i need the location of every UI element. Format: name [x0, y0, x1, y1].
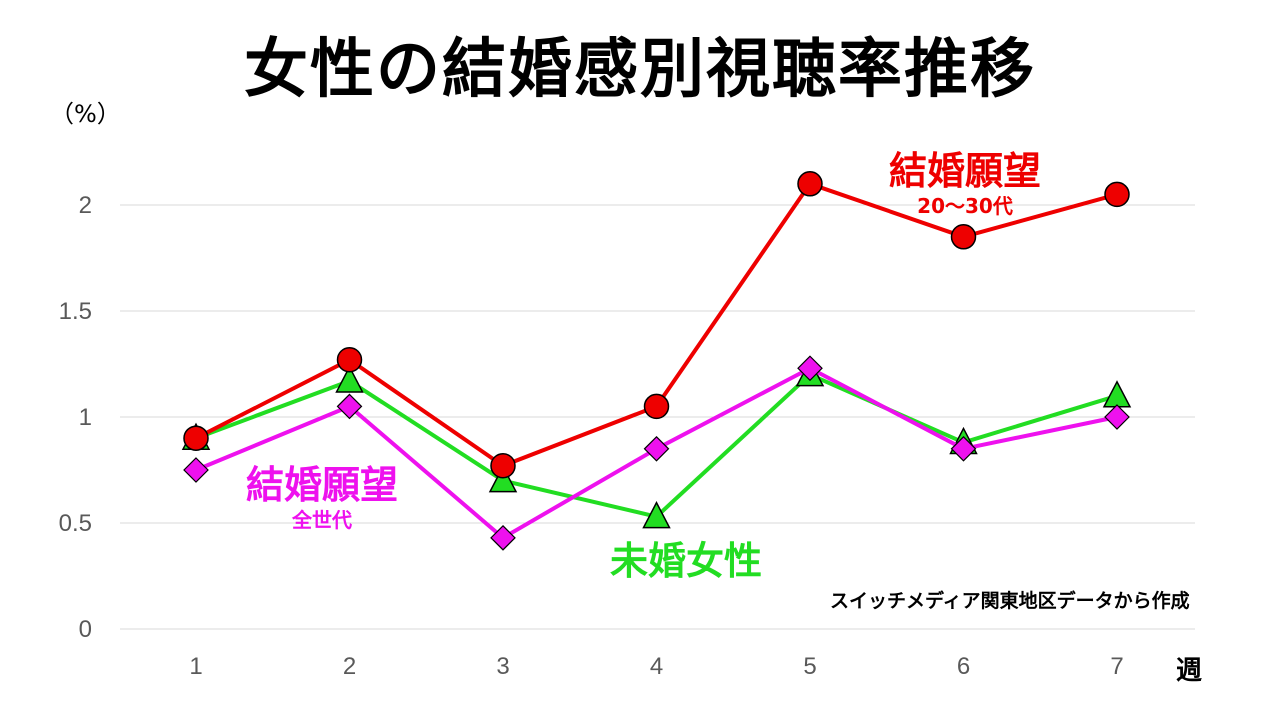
- x-tick-label: 4: [650, 653, 663, 680]
- data-point-magenta: [1104, 404, 1130, 430]
- data-point-magenta: [336, 393, 363, 420]
- series-label-magenta: 結婚願望 全世代: [232, 462, 412, 532]
- data-point-red: [490, 453, 516, 479]
- data-point-red: [183, 425, 209, 451]
- x-axis-ticks: 1 2 3 4 5 6 7: [189, 653, 1123, 680]
- data-point-red: [950, 224, 977, 250]
- x-tick-label: 7: [1110, 653, 1123, 680]
- data-point-green: [335, 365, 364, 393]
- series-label-green-name: 未婚女性: [609, 539, 762, 583]
- y-axis-unit-label: （%）: [50, 100, 121, 128]
- y-tick-label: 0: [79, 616, 92, 643]
- data-point-green: [1102, 380, 1132, 408]
- source-note: スイッチメディア関東地区データから作成: [830, 590, 1190, 612]
- x-tick-label: 5: [803, 653, 816, 680]
- data-point-red: [797, 171, 823, 197]
- y-axis-ticks: 0 0.5 1 1.5 2: [59, 192, 92, 643]
- y-tick-label: 0.5: [59, 510, 92, 537]
- series-magenta-marriage-all: [183, 355, 1130, 551]
- series-red-marriage-20-30s: [183, 171, 1130, 479]
- data-point-green: [642, 501, 671, 529]
- x-tick-label: 2: [343, 653, 356, 680]
- series-label-magenta-name: 結婚願望: [245, 463, 398, 507]
- y-tick-label: 1: [79, 404, 92, 431]
- data-point-magenta: [950, 435, 977, 462]
- series-line-red: [195, 181, 1118, 468]
- chart-title: 女性の結婚感別視聴率推移: [244, 33, 1036, 107]
- data-point-green: [488, 464, 518, 493]
- series-label-red-name: 結婚願望: [888, 149, 1041, 193]
- data-point-red: [643, 393, 670, 420]
- data-point-magenta: [183, 457, 209, 483]
- y-tick-label: 1.5: [59, 298, 92, 325]
- x-axis-unit-label: 週: [1176, 656, 1203, 686]
- x-tick-label: 1: [189, 653, 202, 680]
- series-label-green: 未婚女性: [596, 538, 776, 584]
- data-point-magenta: [797, 355, 823, 382]
- y-tick-label: 2: [79, 192, 92, 219]
- x-tick-label: 3: [496, 653, 509, 680]
- series-label-red-sub: 20～30代: [917, 194, 1013, 218]
- data-point-magenta: [643, 435, 670, 462]
- series-label-magenta-sub: 全世代: [292, 508, 352, 532]
- x-tick-label: 6: [957, 653, 970, 680]
- series-label-red: 結婚願望 20～30代: [870, 148, 1060, 218]
- data-point-magenta: [490, 524, 516, 551]
- data-point-red: [336, 347, 363, 373]
- data-point-red: [1104, 181, 1130, 208]
